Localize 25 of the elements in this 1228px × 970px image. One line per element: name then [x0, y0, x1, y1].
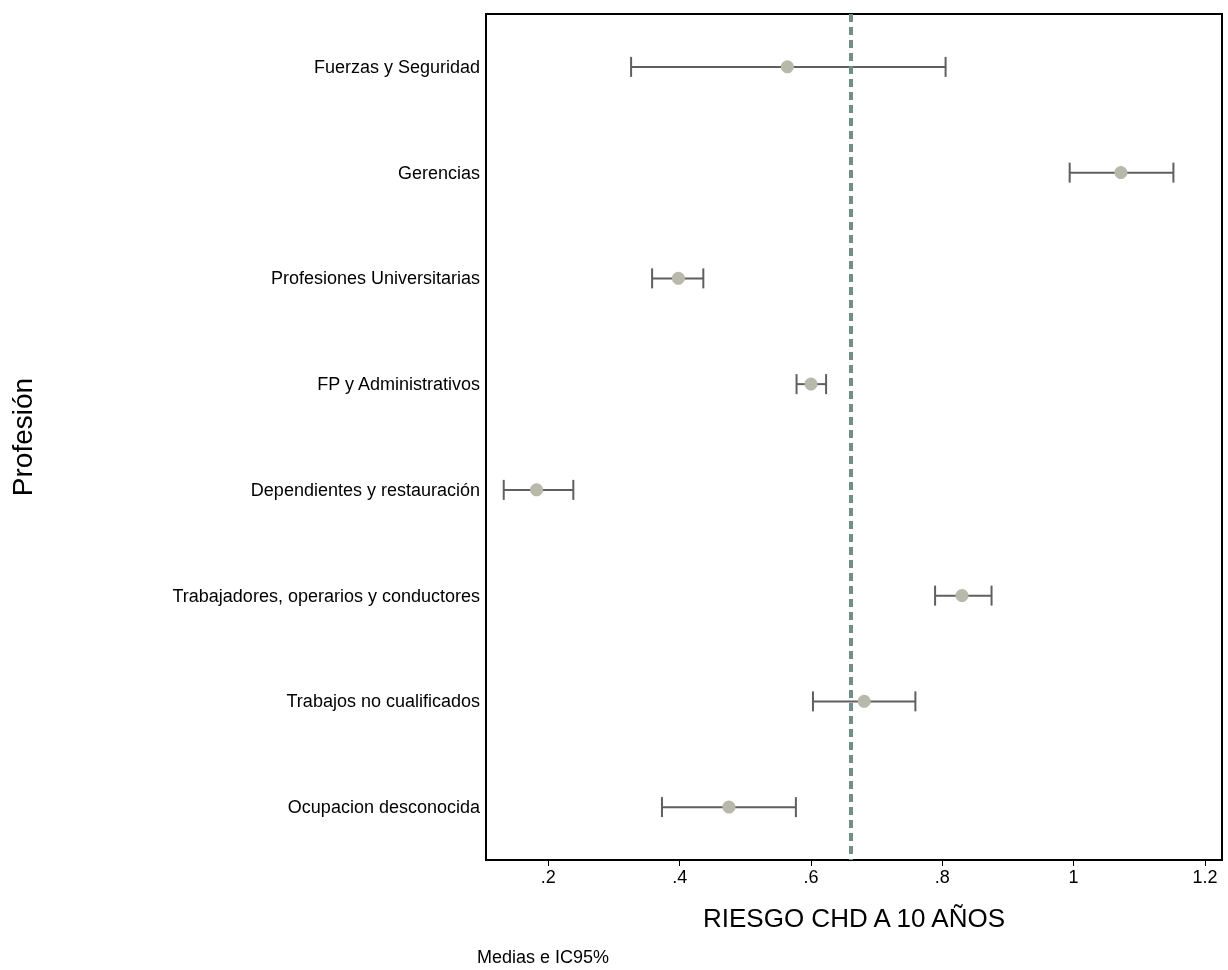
point	[804, 377, 818, 391]
point	[722, 800, 736, 814]
point	[780, 60, 794, 74]
x-tick-label: .4	[672, 867, 688, 887]
y-tick-label: Profesiones Universitarias	[270, 268, 480, 289]
x-tick-label: 1	[1068, 867, 1079, 887]
x-tick-label: .2	[540, 867, 556, 887]
point	[955, 589, 969, 603]
y-tick-label: Dependientes y restauración	[250, 479, 480, 500]
y-tick-label: FP y Administrativos	[317, 374, 480, 395]
y-tick-label: Fuerzas y Seguridad	[313, 56, 480, 77]
x-tick-label: .8	[934, 867, 950, 887]
point	[671, 271, 685, 285]
text: Medias e IC95%	[477, 947, 610, 967]
x-tick-label: 1.2	[1192, 867, 1218, 887]
point	[857, 694, 871, 708]
y-tick-label: Trabajos no cualificados	[286, 691, 480, 712]
x-axis-title: RIESGO CHD A 10 AÑOS	[703, 903, 1005, 933]
point	[1114, 166, 1128, 180]
y-tick-label: Gerencias	[397, 162, 480, 183]
y-tick-label: Ocupacion desconocida	[287, 797, 481, 818]
y-axis-title: Profesión	[6, 377, 38, 497]
x-tick-label: .6	[803, 867, 819, 887]
point	[530, 483, 544, 497]
y-tick-label: Trabajadores, operarios y conductores	[172, 585, 480, 606]
